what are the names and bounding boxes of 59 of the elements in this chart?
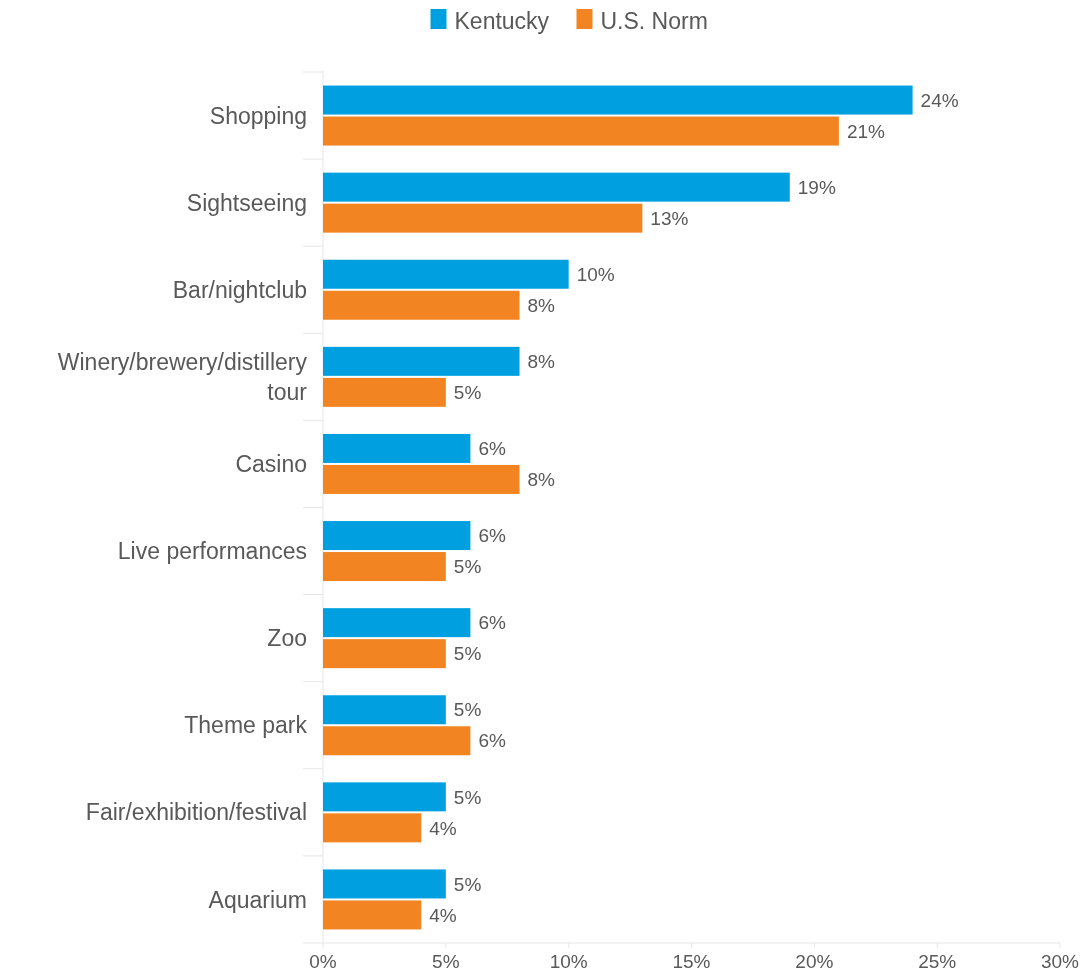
y-tick-label: Sightseeing [186, 189, 307, 216]
data-label: 6% [478, 438, 506, 460]
legend-label: Kentucky [454, 8, 550, 35]
data-label: 6% [478, 730, 506, 752]
bar [323, 869, 446, 899]
bar [323, 464, 520, 494]
legend-label: U.S. Norm [600, 8, 708, 35]
data-label: 10% [576, 263, 615, 285]
bar [323, 813, 422, 843]
bar [323, 116, 839, 146]
data-label: 19% [797, 176, 836, 198]
data-label: 5% [453, 786, 482, 808]
data-label: 5% [453, 643, 482, 665]
x-tick-label: 30% [1040, 951, 1080, 972]
bar [323, 85, 913, 115]
bar [323, 608, 471, 638]
data-label: 6% [478, 525, 506, 547]
y-tick-label: Casino [235, 451, 307, 477]
bar [323, 552, 446, 582]
data-label: 8% [527, 469, 556, 491]
x-tick-label: 25% [918, 951, 957, 972]
y-tick-label: Live performances [117, 538, 307, 565]
data-label: 24% [920, 89, 959, 111]
bar [323, 377, 446, 407]
data-label: 5% [453, 873, 482, 895]
bar [323, 433, 471, 463]
data-label: 13% [650, 207, 689, 229]
y-tick-label: Fair/exhibition/festival [85, 799, 307, 826]
bar [323, 782, 446, 812]
bar [323, 521, 471, 551]
bar [323, 172, 790, 202]
data-label: 4% [429, 817, 457, 839]
bar [323, 726, 471, 756]
x-tick-label: 20% [795, 951, 834, 972]
y-tick-label: Bar/nightclub [172, 276, 307, 303]
data-label: 5% [453, 382, 482, 403]
data-label: 8% [527, 351, 556, 372]
data-label: 4% [429, 904, 457, 926]
data-label: 21% [846, 120, 886, 142]
data-label: 8% [527, 294, 556, 316]
bar [323, 639, 446, 669]
bar [323, 290, 520, 320]
bar [323, 900, 422, 930]
y-tick-label: Aquarium [208, 886, 307, 913]
x-tick-label: 15% [672, 951, 711, 972]
bar [323, 346, 520, 376]
y-tick-label: Shopping [209, 102, 307, 129]
y-tick-label: Theme park [184, 712, 308, 739]
y-tick-label: Winery/brewery/distillery tour [57, 348, 308, 405]
x-tick-label: 0% [309, 951, 337, 972]
data-label: 5% [453, 699, 482, 721]
bar [323, 203, 643, 233]
bar [323, 695, 446, 725]
x-tick-label: 5% [432, 951, 460, 972]
data-label: 6% [478, 612, 506, 634]
y-tick-label: Zoo [267, 625, 307, 652]
bar [323, 259, 569, 289]
x-tick-label: 10% [549, 951, 588, 972]
data-label: 5% [453, 556, 482, 578]
